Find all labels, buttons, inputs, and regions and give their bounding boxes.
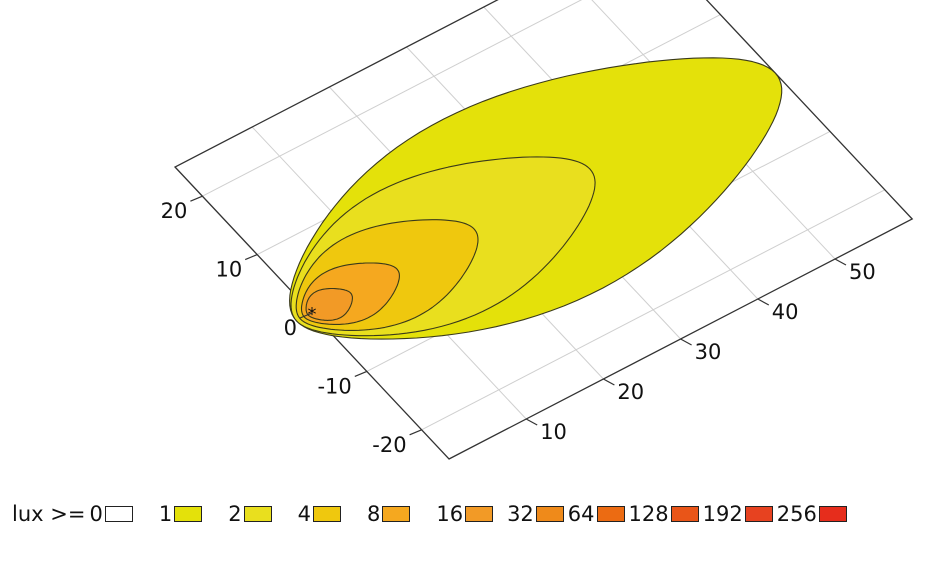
- legend-item: 2: [228, 502, 272, 526]
- y-axis-ticks: -20 -10 0 10 20: [161, 195, 422, 457]
- y-tick-label: -20: [372, 433, 406, 457]
- y-tick-mark: [354, 370, 368, 377]
- legend-swatch: [744, 506, 773, 522]
- y-tick-mark: [190, 195, 203, 202]
- source-marker-symbol: *: [308, 304, 317, 325]
- legend-swatch: [535, 506, 564, 522]
- legend-prefix: lux >=: [12, 502, 86, 526]
- legend-value: 0: [89, 502, 103, 526]
- x-axis-ticks: 10 20 30 40 50: [525, 258, 876, 444]
- x-tick-mark: [834, 258, 847, 266]
- legend-value: 16: [436, 502, 464, 526]
- legend-item: 8: [366, 502, 411, 526]
- source-marker: *: [308, 304, 317, 325]
- y-tick-mark: [244, 254, 258, 261]
- y-tick-mark: [299, 312, 313, 319]
- x-tick-label: 40: [772, 300, 799, 324]
- legend-swatch: [243, 506, 272, 522]
- contour-regions: [289, 57, 783, 340]
- legend-swatch: [104, 506, 133, 522]
- legend-item: 32: [507, 502, 564, 526]
- legend-swatch: [465, 506, 494, 522]
- legend-swatch: [670, 506, 699, 522]
- legend-value: 4: [297, 502, 311, 526]
- x-tick-label: 10: [540, 420, 567, 444]
- y-tick-label: 10: [215, 258, 242, 282]
- x-tick-mark: [757, 298, 770, 306]
- legend-value: 64: [567, 502, 595, 526]
- legend-item: 128: [629, 502, 699, 526]
- legend: lux >= 0 1 2 4 8 16 32 64 128 192 256: [12, 498, 847, 530]
- legend-item: 192: [703, 502, 773, 526]
- y-tick-label: 20: [161, 199, 188, 223]
- legend-swatch: [312, 506, 341, 522]
- legend-item: 0: [89, 502, 133, 526]
- y-tick-mark: [409, 429, 422, 436]
- legend-item: 16: [436, 502, 494, 526]
- x-tick-label: 20: [617, 380, 644, 404]
- legend-swatch: [596, 506, 625, 522]
- isolux-plot: * 10 20 30 40 50 -20 -10 0 10 20: [161, 0, 914, 460]
- y-tick-label: 0: [284, 316, 297, 340]
- legend-swatch: [818, 506, 847, 522]
- y-tick-label: -10: [317, 374, 351, 398]
- legend-swatch: [382, 506, 411, 522]
- legend-value: 128: [628, 502, 669, 526]
- legend-item: 4: [298, 502, 341, 526]
- legend-item: 1: [158, 502, 203, 526]
- legend-item: 256: [777, 502, 847, 526]
- legend-value: 32: [507, 502, 534, 526]
- x-tick-label: 30: [695, 340, 722, 364]
- legend-value: 192: [702, 502, 743, 526]
- x-tick-mark: [680, 338, 692, 346]
- legend-swatch: [174, 506, 203, 522]
- legend-value: 8: [366, 502, 381, 526]
- legend-value: 2: [228, 502, 242, 526]
- x-tick-mark: [603, 378, 615, 386]
- x-tick-mark: [525, 418, 538, 426]
- legend-value: 1: [158, 502, 173, 526]
- legend-item: 64: [568, 502, 625, 526]
- legend-value: 256: [776, 502, 817, 526]
- x-tick-label: 50: [849, 260, 876, 284]
